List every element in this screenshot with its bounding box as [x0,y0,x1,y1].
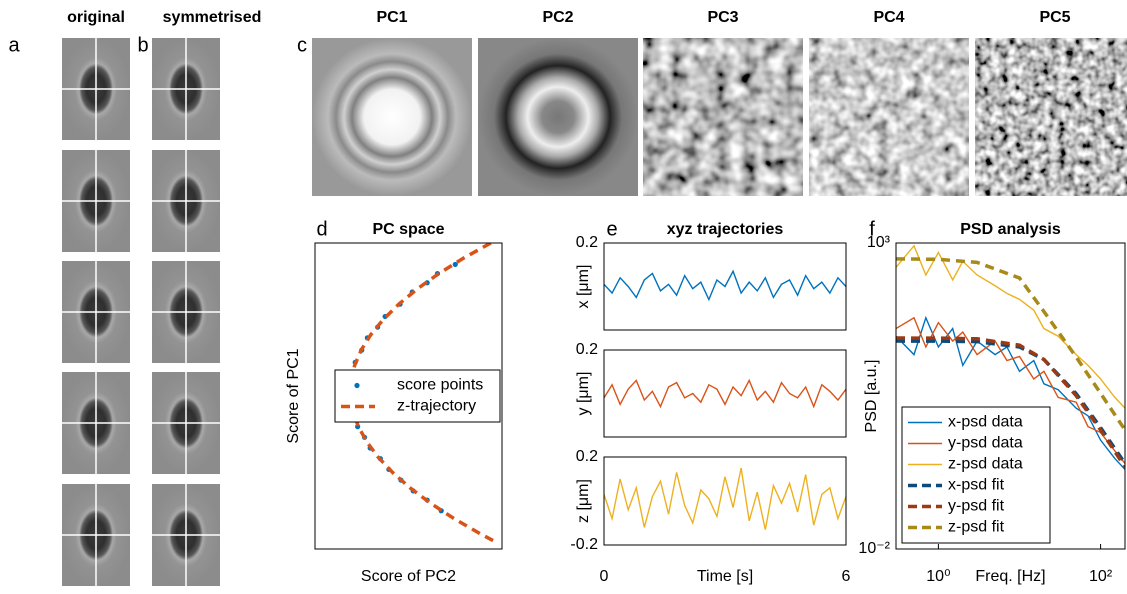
legend-label: z-trajectory [397,398,476,415]
x-tick-label: 6 [842,568,851,585]
x-axis-label: Time [s] [697,568,753,585]
pc-title: PC5 [1039,9,1070,26]
image-title: original [67,9,125,26]
axes-frame [314,242,503,550]
panel-label: c [297,34,307,56]
panel-label: b [137,34,148,56]
series-line [896,244,1125,409]
series-line [896,336,1125,468]
pc-title: PC3 [707,9,738,26]
x-axis-label: Score of PC2 [361,568,456,585]
pc-image [975,38,1127,196]
axes [603,349,847,438]
legend-label: score points [397,377,483,394]
chart-title: PC space [372,221,444,238]
y-axis-label: y [μm] [575,372,592,416]
images [62,38,1127,586]
series-line [604,269,846,302]
x-tick-label: 0 [600,568,609,585]
legend-box [334,369,501,423]
y-tick-label: 0.2 [576,234,598,251]
legend-label: z-psd data [948,456,1023,473]
axes-frame [603,456,847,546]
axes-frame [603,242,847,331]
score-point [452,261,458,268]
axes [603,242,847,331]
y-tick-label: 0.2 [576,341,598,358]
pc-image [643,38,803,196]
pc-title: PC1 [376,9,407,26]
chart-title: xyz trajectories [667,221,784,238]
y-tick-label: 10⁻² [858,540,890,557]
y-axis-label: PSD [a.u.] [863,360,880,433]
y-tick-label: 10³ [867,234,891,251]
axes-frame [603,349,847,438]
pc-image [312,38,472,196]
legend-label: x-psd data [948,414,1023,431]
pc-title: PC4 [873,9,904,26]
legend-label: x-psd fit [948,477,1005,494]
legend-marker [354,382,360,389]
plot [604,378,846,409]
plot-area [604,457,846,545]
legend-label: z-psd fit [948,519,1005,536]
panel-label: e [606,218,617,240]
chart-title: PSD analysis [960,221,1061,238]
axes [603,456,847,546]
series-line [604,378,846,409]
y-axis-label: Score of PC1 [285,348,302,443]
panel-label: f [869,218,875,240]
pc-image [478,38,638,196]
legend-label: y-psd fit [948,498,1005,515]
panel-label: a [8,34,20,56]
series-line [896,316,1125,464]
panel-label: d [316,218,327,240]
x-axis-label: Freq. [Hz] [975,568,1045,585]
plot [604,269,846,302]
x-tick-label: 10² [1089,568,1113,585]
y-tick-label: -0.2 [570,536,598,553]
y-axis-label: z [μm] [575,479,592,523]
image-title: symmetrised [163,9,262,26]
y-axis-label: x [μm] [575,265,592,309]
y-tick-label: 0.2 [576,448,598,465]
plot [604,467,846,530]
legend-label: y-psd data [948,435,1023,452]
x-tick-label: 10⁰ [926,568,950,585]
pc-title: PC2 [542,9,573,26]
pc-image [809,38,969,196]
plot-area [604,350,846,437]
series-line [896,257,1125,431]
axes-frame [895,242,1126,550]
series-line [604,467,846,530]
plot [896,244,1125,470]
legend-box [901,406,1051,544]
